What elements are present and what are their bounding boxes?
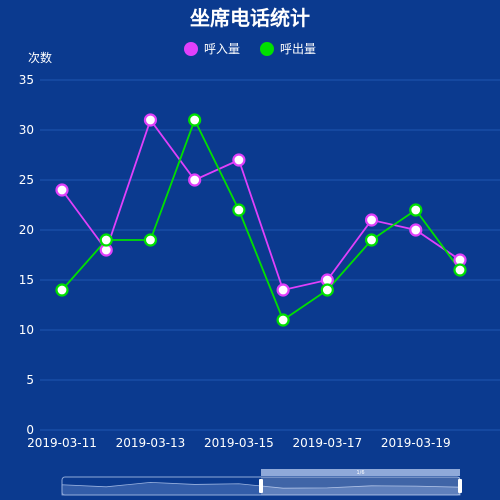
data-point-1[interactable] [143, 233, 158, 247]
data-point-1[interactable] [276, 313, 290, 327]
chart-title: 坐席电话统计 [190, 6, 310, 30]
data-point-1[interactable] [453, 263, 467, 277]
data-point-1[interactable] [188, 113, 202, 127]
y-tick-label: 20 [19, 223, 34, 237]
zoom-slider-top-bar[interactable] [261, 469, 460, 476]
data-point-0[interactable] [55, 183, 69, 197]
y-tick-label: 5 [26, 373, 34, 387]
data-point-1[interactable] [320, 283, 334, 297]
legend-label-inbound: 呼入量 [203, 42, 240, 56]
legend-item-inbound[interactable]: 呼入量 [183, 40, 240, 57]
data-point-1[interactable] [99, 233, 113, 247]
x-tick-label: 2019-03-13 [116, 436, 186, 450]
y-tick-label: 25 [19, 173, 34, 187]
zoom-slider-label: 1/6 [356, 470, 364, 476]
data-point-0[interactable] [276, 283, 290, 297]
legend-marker-outbound [260, 41, 274, 56]
data-point-0[interactable] [409, 223, 423, 237]
x-tick-label: 2019-03-15 [204, 436, 274, 450]
data-point-1[interactable] [364, 233, 379, 247]
y-tick-label: 35 [19, 73, 34, 87]
series-line-1 [61, 117, 461, 322]
zoom-handle-right[interactable] [458, 479, 462, 493]
legend-marker-inbound [183, 41, 198, 56]
x-tick-label: 2019-03-19 [381, 436, 451, 450]
data-point-1[interactable] [409, 203, 423, 217]
y-tick-label: 10 [19, 323, 34, 337]
y-tick-label: 0 [26, 423, 34, 437]
data-point-1[interactable] [55, 283, 69, 297]
zoom-handle-left[interactable] [259, 479, 263, 493]
data-point-0[interactable] [232, 153, 246, 167]
zoom-slider-window[interactable] [261, 477, 460, 495]
legend-label-outbound: 呼出量 [280, 42, 317, 56]
y-tick-label: 15 [19, 273, 34, 287]
x-tick-label: 2019-03-11 [27, 436, 97, 450]
data-point-0[interactable] [188, 173, 202, 187]
legend: 呼入量 呼出量 [0, 40, 500, 57]
data-point-1[interactable] [232, 203, 246, 217]
data-point-0[interactable] [143, 113, 158, 127]
legend-item-outbound[interactable]: 呼出量 [260, 40, 316, 57]
y-axis-title: 次数 [28, 50, 52, 65]
data-point-0[interactable] [364, 213, 379, 227]
y-tick-label: 30 [19, 123, 34, 137]
x-tick-label: 2019-03-17 [292, 436, 362, 450]
